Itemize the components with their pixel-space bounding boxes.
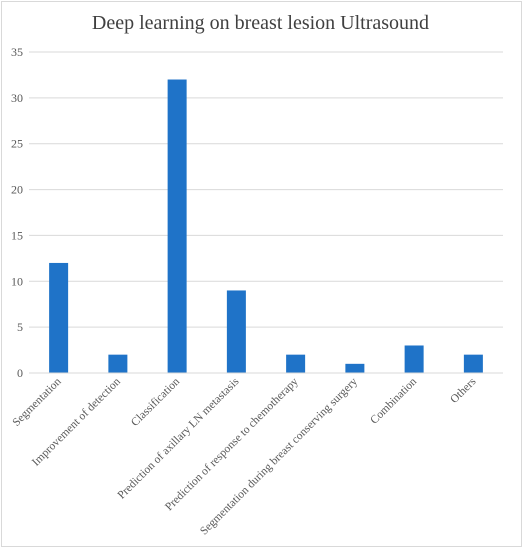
bar bbox=[404, 345, 424, 373]
x-tick-label: Prediction of response to chemotherapy bbox=[163, 375, 301, 513]
bar bbox=[108, 354, 128, 373]
y-tick-label: 5 bbox=[17, 320, 23, 334]
bar bbox=[286, 354, 306, 373]
bars bbox=[49, 79, 483, 373]
y-axis-ticks: 0 5 10 15 20 25 30 35 bbox=[11, 45, 23, 380]
x-tick-label: Others bbox=[448, 375, 479, 406]
y-tick-label: 0 bbox=[17, 366, 23, 380]
y-tick-label: 35 bbox=[11, 45, 23, 59]
y-tick-label: 30 bbox=[11, 91, 23, 105]
bar bbox=[167, 79, 187, 373]
gridlines bbox=[29, 51, 503, 328]
x-tick-label: Prediction of axillary LN metastasis bbox=[116, 375, 242, 501]
y-tick-label: 25 bbox=[11, 137, 23, 151]
y-tick-label: 10 bbox=[11, 274, 23, 288]
y-tick-label: 15 bbox=[11, 228, 23, 242]
x-tick-label: Classification bbox=[129, 375, 182, 428]
bar bbox=[345, 363, 365, 373]
y-tick-label: 20 bbox=[11, 183, 23, 197]
x-tick-label: Combination bbox=[368, 375, 419, 426]
bar bbox=[49, 262, 69, 373]
x-tick-label: Segmentation bbox=[11, 375, 64, 428]
bar bbox=[226, 290, 246, 373]
bar bbox=[463, 354, 483, 373]
chart-title: Deep learning on breast lesion Ultrasoun… bbox=[91, 12, 430, 34]
